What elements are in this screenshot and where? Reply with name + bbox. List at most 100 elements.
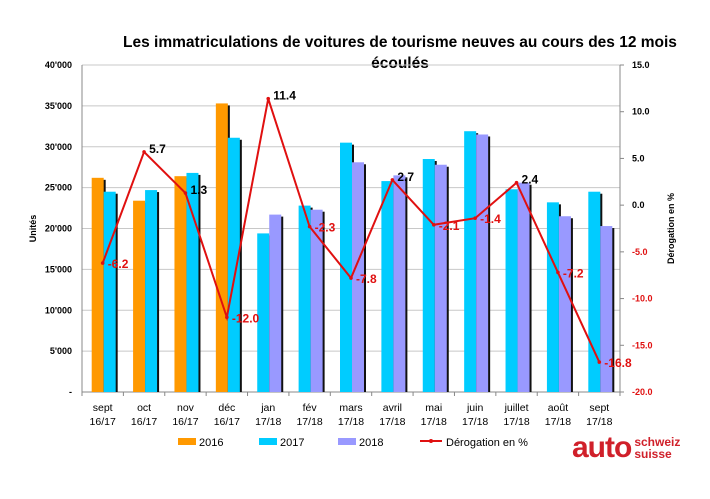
bar-2018	[310, 209, 323, 392]
line-point	[431, 222, 436, 227]
bar-2017	[381, 181, 394, 392]
y2-tick-label: 5.0	[632, 153, 645, 163]
y2-tick-label: -10.0	[632, 294, 653, 304]
x-tick-label: 16/17	[214, 416, 240, 428]
bar-2017	[464, 131, 477, 392]
y-tick-label: 40'000	[45, 60, 72, 70]
bar-2016	[174, 176, 187, 392]
y-tick-label: 5'000	[50, 346, 72, 356]
y-tick-label: 20'000	[45, 224, 72, 234]
y-tick-label: 10'000	[45, 305, 72, 315]
data-label: -16.8	[604, 356, 632, 370]
x-tick-label: sept	[589, 402, 609, 414]
bar-2017	[145, 190, 158, 392]
x-tick-label: 17/18	[296, 416, 322, 428]
x-tick-label: fév	[303, 402, 318, 414]
data-label: 1.3	[190, 183, 207, 197]
data-label: -12.0	[232, 311, 260, 325]
x-tick-label: 17/18	[503, 416, 529, 428]
bar-2018	[476, 134, 489, 393]
bar-2017	[340, 142, 352, 392]
legend-label: Dérogation en %	[446, 437, 528, 449]
x-tick-label: 16/17	[131, 416, 157, 428]
x-tick-label: juillet	[504, 402, 529, 414]
bar-2018	[434, 164, 447, 392]
chart-title: Les immatriculations de voitures de tour…	[123, 34, 677, 72]
legend-marker	[429, 439, 433, 443]
legend-swatch-2017	[259, 438, 277, 445]
y2-tick-label: -20.0	[632, 387, 653, 397]
bar-2018	[352, 162, 364, 392]
line-point	[473, 216, 477, 221]
line-point	[514, 180, 519, 185]
x-tick-label: avril	[383, 402, 402, 414]
bar-2018	[269, 214, 282, 392]
y-tick-label: -	[69, 387, 72, 397]
line-point	[142, 150, 146, 154]
y-tick-label: 35'000	[45, 101, 72, 111]
line-point	[349, 276, 353, 280]
legend-swatch-2018	[338, 438, 356, 445]
data-label: 2.4	[522, 173, 539, 187]
bar-2018	[600, 226, 613, 392]
logo-line1: schweiz	[634, 435, 681, 449]
line-point	[266, 96, 271, 101]
x-tick-label: 16/17	[90, 416, 116, 428]
data-label: 11.4	[273, 89, 296, 103]
data-label: -2.3	[315, 221, 336, 235]
x-tick-label: juin	[466, 402, 484, 414]
x-tick-label: mars	[339, 402, 362, 414]
data-label: -7.8	[356, 272, 377, 286]
x-tick-label: août	[548, 402, 569, 414]
x-tick-label: oct	[137, 402, 151, 414]
x-tick-label: 17/18	[338, 416, 364, 428]
bar-2017	[298, 205, 311, 392]
x-tick-label: 17/18	[586, 416, 612, 428]
data-label: 2.7	[397, 170, 414, 184]
y2-tick-label: 15.0	[632, 60, 650, 70]
data-label: 5.7	[149, 142, 166, 156]
x-tick-label: mai	[425, 402, 442, 414]
bar-2016	[215, 103, 228, 393]
x-tick-label: nov	[177, 402, 195, 414]
x-tick-label: 17/18	[379, 416, 405, 428]
y2-tick-label: -5.0	[632, 247, 648, 257]
line-point	[307, 224, 312, 229]
legend-label: 2017	[280, 437, 304, 449]
x-tick-label: 16/17	[172, 416, 198, 428]
data-label: -1.4	[480, 212, 501, 226]
logo-line2: suisse	[634, 447, 672, 461]
y2-tick-label: -15.0	[632, 340, 653, 350]
y2-tick-label: 0.0	[632, 200, 645, 210]
x-tick-label: 17/18	[255, 416, 281, 428]
legend-label: 2018	[359, 437, 383, 449]
x-tick-label: 17/18	[421, 416, 447, 428]
y2-tick-label: 10.0	[632, 107, 650, 117]
y-axis-label: Unités	[28, 215, 38, 243]
bar-2017	[257, 233, 270, 392]
bar-2017	[103, 191, 116, 392]
y2-axis-label: Dérogation en %	[666, 193, 676, 264]
y-tick-label: 15'000	[45, 264, 72, 274]
line-point	[597, 360, 602, 364]
data-label: -7.2	[563, 266, 584, 280]
logo: auto schweiz suisse	[572, 431, 680, 464]
x-tick-label: 17/18	[545, 416, 571, 428]
bar-2017	[227, 137, 240, 392]
bar-2017	[422, 159, 435, 392]
line-point	[225, 315, 229, 320]
line-point	[556, 270, 560, 275]
legend-swatch-2016	[178, 438, 196, 445]
x-tick-label: déc	[218, 402, 235, 414]
logo-main: auto	[572, 431, 632, 464]
logo-sub: schweiz suisse	[634, 436, 680, 460]
data-label: -2.1	[439, 219, 460, 233]
bar-2017	[546, 202, 559, 392]
bar-2018	[517, 182, 530, 392]
bar-2017	[588, 191, 601, 392]
y-tick-label: 25'000	[45, 183, 72, 193]
bar-2016	[91, 177, 104, 392]
bar-2017	[505, 189, 518, 392]
